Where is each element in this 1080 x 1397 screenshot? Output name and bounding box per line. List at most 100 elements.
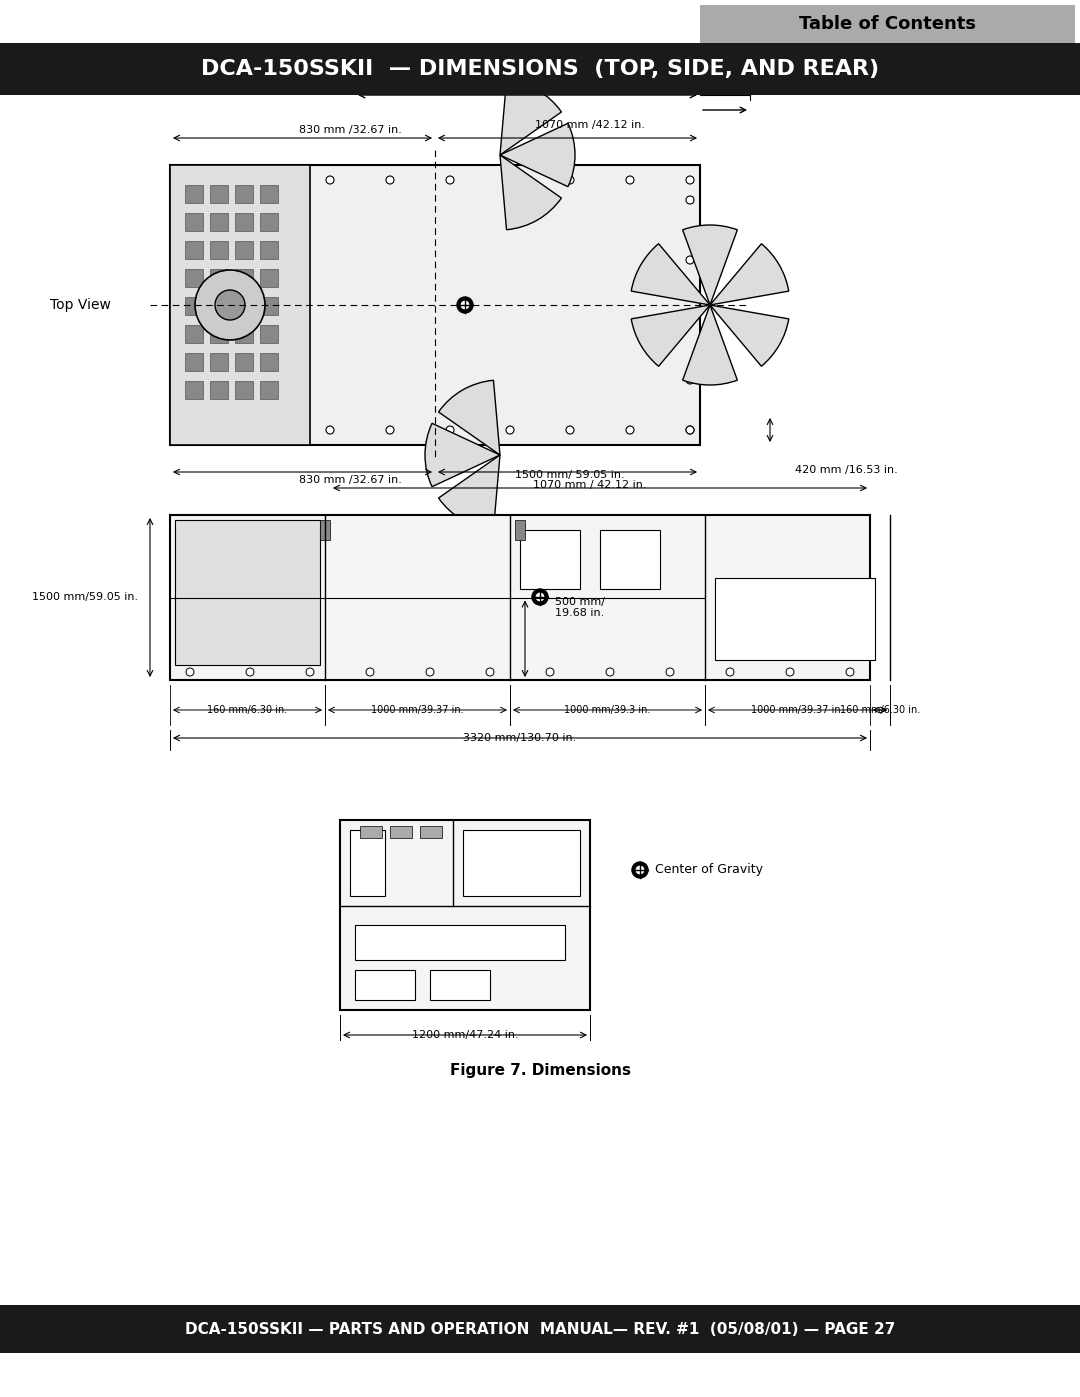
Bar <box>420 826 442 838</box>
Bar <box>185 353 203 372</box>
Circle shape <box>486 668 494 676</box>
Circle shape <box>546 668 554 676</box>
Circle shape <box>386 176 394 184</box>
Circle shape <box>426 668 434 676</box>
Wedge shape <box>426 423 500 486</box>
Text: Table of Contents: Table of Contents <box>799 15 976 34</box>
Bar <box>462 830 580 895</box>
Text: 160 mm/6.30 in.: 160 mm/6.30 in. <box>207 705 287 715</box>
Text: 645 mm / 25.39 in.: 645 mm / 25.39 in. <box>487 73 593 82</box>
Text: Center of Gravity: Center of Gravity <box>654 863 762 876</box>
Circle shape <box>507 426 514 434</box>
Circle shape <box>846 668 854 676</box>
Bar <box>210 184 228 203</box>
Circle shape <box>686 316 694 324</box>
Wedge shape <box>500 123 575 187</box>
Text: 1000 mm/39.37 in.: 1000 mm/39.37 in. <box>372 705 463 715</box>
Text: DCA-150SSKII — PARTS AND OPERATION  MANUAL— REV. #1  (05/08/01) — PAGE 27: DCA-150SSKII — PARTS AND OPERATION MANUA… <box>185 1322 895 1337</box>
Circle shape <box>306 668 314 676</box>
Bar <box>210 242 228 258</box>
Text: 1000 mm/39.37 in.: 1000 mm/39.37 in. <box>752 705 843 715</box>
Text: 1500 mm/59.05 in.: 1500 mm/59.05 in. <box>32 592 138 602</box>
Text: 3320 mm/130.70 in.: 3320 mm/130.70 in. <box>463 733 577 743</box>
Circle shape <box>686 426 694 434</box>
Bar <box>210 381 228 400</box>
Bar <box>260 184 278 203</box>
Bar <box>210 270 228 286</box>
Circle shape <box>460 300 470 310</box>
Text: 1500 mm/ 59.05 in.: 1500 mm/ 59.05 in. <box>515 469 625 481</box>
Bar <box>519 529 580 590</box>
Wedge shape <box>710 243 788 305</box>
Circle shape <box>195 270 265 339</box>
Wedge shape <box>683 305 738 386</box>
Bar <box>0 1305 1080 1354</box>
Text: 160 mm/6.30 in.: 160 mm/6.30 in. <box>840 705 920 715</box>
Bar <box>360 826 382 838</box>
Bar <box>430 970 490 1000</box>
Text: Figure 7. Dimensions: Figure 7. Dimensions <box>449 1063 631 1077</box>
Circle shape <box>626 176 634 184</box>
Bar <box>235 184 253 203</box>
Text: 1070 mm / 42.12 in.: 1070 mm / 42.12 in. <box>534 481 647 490</box>
Circle shape <box>786 668 794 676</box>
Bar <box>235 270 253 286</box>
Bar <box>210 298 228 314</box>
Text: 1000 mm/39.3 in.: 1000 mm/39.3 in. <box>565 705 650 715</box>
Circle shape <box>326 176 334 184</box>
Bar <box>355 970 415 1000</box>
Bar <box>355 925 565 960</box>
Circle shape <box>446 176 454 184</box>
Wedge shape <box>500 155 562 229</box>
Bar <box>210 353 228 372</box>
Text: 1200 mm/47.24 in.: 1200 mm/47.24 in. <box>411 1030 518 1039</box>
Circle shape <box>457 298 473 313</box>
Bar <box>175 520 320 665</box>
Bar <box>185 298 203 314</box>
Circle shape <box>507 176 514 184</box>
Bar <box>235 381 253 400</box>
Bar <box>260 353 278 372</box>
Bar <box>260 212 278 231</box>
Wedge shape <box>438 455 500 529</box>
Bar <box>185 381 203 400</box>
Text: 420 mm /16.53 in.: 420 mm /16.53 in. <box>795 465 897 475</box>
Circle shape <box>635 865 645 875</box>
Wedge shape <box>500 80 562 155</box>
Bar <box>235 326 253 344</box>
Circle shape <box>215 291 245 320</box>
Bar <box>260 381 278 400</box>
Bar <box>170 515 870 680</box>
Circle shape <box>606 668 615 676</box>
Bar <box>235 353 253 372</box>
Bar <box>210 326 228 344</box>
Circle shape <box>666 668 674 676</box>
Bar <box>260 270 278 286</box>
Bar <box>320 520 330 541</box>
Circle shape <box>632 862 648 877</box>
Bar <box>260 242 278 258</box>
Bar <box>600 529 660 590</box>
Circle shape <box>626 426 634 434</box>
Bar <box>715 577 875 659</box>
Text: Top View: Top View <box>50 298 110 312</box>
Circle shape <box>532 590 548 605</box>
Circle shape <box>246 668 254 676</box>
Bar <box>235 298 253 314</box>
Bar <box>235 212 253 231</box>
Bar <box>0 43 1080 95</box>
Circle shape <box>686 426 694 434</box>
Bar <box>170 165 310 446</box>
Circle shape <box>726 668 734 676</box>
Circle shape <box>686 376 694 384</box>
Wedge shape <box>710 305 788 366</box>
Bar <box>340 820 590 1010</box>
Circle shape <box>386 426 394 434</box>
Text: 1070 mm /42.12 in.: 1070 mm /42.12 in. <box>535 120 645 130</box>
Wedge shape <box>631 243 710 305</box>
Circle shape <box>446 426 454 434</box>
Bar <box>350 830 384 895</box>
Text: 830 mm /32.67 in.: 830 mm /32.67 in. <box>298 475 402 485</box>
Circle shape <box>686 196 694 204</box>
Bar <box>185 242 203 258</box>
